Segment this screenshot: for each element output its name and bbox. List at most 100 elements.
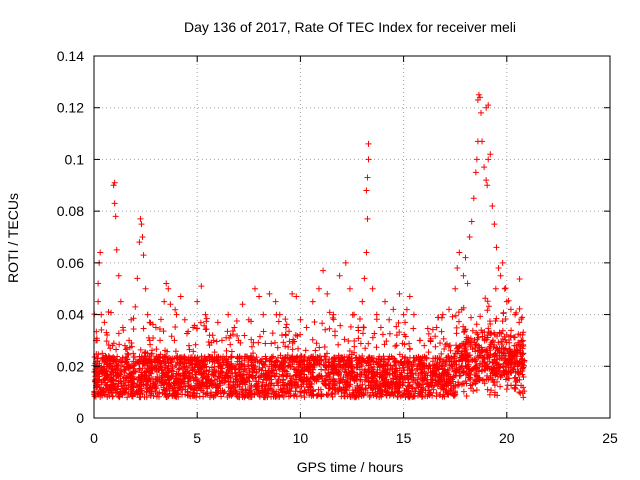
data-point — [153, 346, 160, 353]
data-point — [476, 94, 483, 101]
data-point — [366, 354, 373, 361]
data-point — [218, 337, 225, 344]
data-point — [489, 338, 496, 345]
data-point — [172, 348, 179, 355]
data-point — [101, 368, 108, 375]
data-point — [216, 359, 223, 366]
data-point — [392, 343, 399, 350]
data-point — [170, 373, 177, 380]
data-point — [112, 377, 119, 384]
data-point — [295, 366, 302, 373]
data-point — [128, 393, 135, 400]
data-point — [297, 376, 304, 383]
data-point — [114, 383, 121, 390]
data-point — [473, 356, 480, 363]
data-point — [458, 350, 465, 357]
data-point — [383, 371, 390, 378]
data-point — [387, 362, 394, 369]
plot-frame — [93, 55, 611, 419]
data-point — [516, 389, 523, 396]
data-point — [488, 387, 495, 394]
data-point — [122, 346, 129, 353]
data-point — [483, 351, 490, 358]
data-point — [370, 355, 377, 362]
data-point — [365, 340, 372, 347]
data-point — [242, 386, 249, 393]
data-point — [288, 354, 295, 361]
data-point — [477, 313, 484, 320]
data-point — [261, 385, 268, 392]
data-point — [179, 386, 186, 393]
data-point — [410, 355, 417, 362]
data-point — [425, 349, 432, 356]
data-point — [506, 375, 513, 382]
data-point — [217, 380, 224, 387]
data-point — [165, 360, 172, 367]
data-point — [478, 327, 485, 334]
data-point — [258, 356, 265, 363]
data-point — [136, 375, 143, 382]
data-point — [455, 318, 462, 325]
data-point — [203, 373, 210, 380]
data-point — [202, 311, 209, 318]
data-point — [261, 394, 268, 401]
data-point — [383, 376, 390, 383]
data-point — [373, 311, 380, 318]
data-point — [136, 358, 143, 365]
data-point — [358, 361, 365, 368]
data-point — [331, 358, 338, 365]
data-point — [373, 344, 380, 351]
data-point — [246, 365, 253, 372]
data-point — [476, 376, 483, 383]
data-point — [289, 340, 296, 347]
data-point — [268, 365, 275, 372]
data-point — [387, 378, 394, 385]
data-point — [198, 353, 205, 360]
data-point — [115, 364, 122, 371]
data-point — [236, 353, 243, 360]
data-point — [208, 392, 215, 399]
data-point — [173, 393, 180, 400]
data-point — [437, 356, 444, 363]
data-point — [454, 265, 461, 272]
data-point — [161, 386, 168, 393]
data-point — [171, 382, 178, 389]
data-point — [472, 169, 479, 176]
data-point — [406, 293, 413, 300]
data-point — [110, 381, 117, 388]
data-point — [186, 346, 193, 353]
data-point — [397, 373, 404, 380]
data-point — [492, 285, 499, 292]
data-point — [203, 356, 210, 363]
data-point — [432, 333, 439, 340]
data-point — [487, 373, 494, 380]
data-point — [259, 379, 266, 386]
data-point — [402, 376, 409, 383]
data-point — [271, 361, 278, 368]
data-point — [465, 358, 472, 365]
data-point — [351, 338, 358, 345]
data-point — [459, 353, 466, 360]
data-point — [98, 326, 105, 333]
data-point — [246, 369, 253, 376]
data-point — [390, 355, 397, 362]
data-point — [190, 393, 197, 400]
data-point — [468, 385, 475, 392]
data-point — [365, 156, 372, 163]
data-point — [419, 393, 426, 400]
data-point — [121, 342, 128, 349]
data-point — [381, 341, 388, 348]
data-point — [229, 390, 236, 397]
data-point — [351, 343, 358, 350]
data-point — [502, 345, 509, 352]
data-point — [364, 215, 371, 222]
data-point — [472, 365, 479, 372]
data-point — [318, 373, 325, 380]
data-point — [140, 252, 147, 259]
data-point — [519, 331, 526, 338]
data-point — [260, 328, 267, 335]
data-point — [356, 316, 363, 323]
data-point — [322, 381, 329, 388]
data-point — [503, 369, 510, 376]
data-point — [132, 303, 139, 310]
